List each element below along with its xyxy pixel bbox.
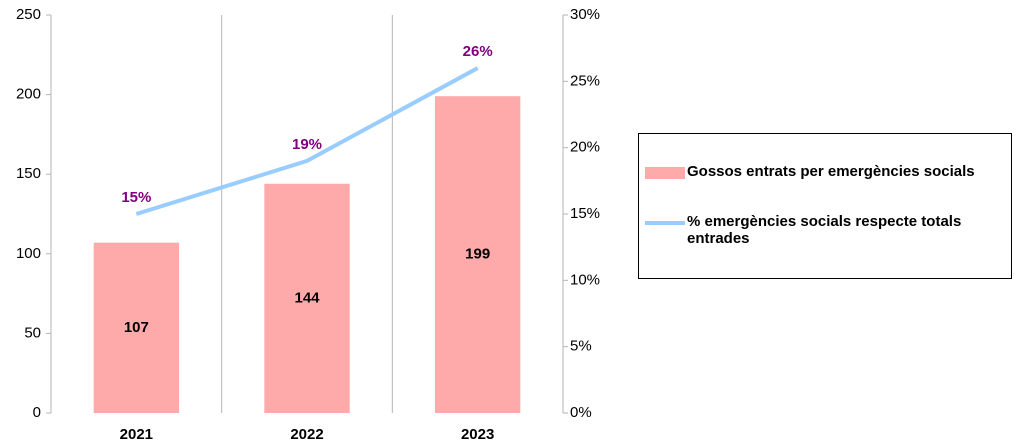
y2-tick-label: 0% xyxy=(570,404,592,421)
legend: Gossos entrats per emergències socials % … xyxy=(638,133,1012,279)
y2-tick-label: 30% xyxy=(570,6,600,23)
x-tick-label: 2022 xyxy=(290,426,323,443)
legend-label: Gossos entrats per emergències socials xyxy=(687,163,975,180)
line xyxy=(135,66,479,216)
y2-tick-label: 25% xyxy=(570,72,600,89)
bar-value-label: 107 xyxy=(124,319,149,336)
y-tick-label: 200 xyxy=(16,86,41,103)
bar xyxy=(435,96,521,413)
legend-swatch xyxy=(645,221,685,225)
legend-swatch xyxy=(645,167,685,179)
y2-tick-label: 15% xyxy=(570,205,600,222)
bar-value-label: 199 xyxy=(465,246,490,263)
bar xyxy=(264,183,350,413)
bar xyxy=(93,242,179,413)
legend-entry: % emergències socials respecte totals en… xyxy=(645,213,1014,247)
y-tick-label: 150 xyxy=(16,165,41,182)
line-value-label: 26% xyxy=(463,43,493,60)
x-tick-label: 2023 xyxy=(461,426,494,443)
y2-tick-label: 5% xyxy=(570,338,592,355)
line-value-label: 15% xyxy=(121,189,151,206)
y-tick-label: 0 xyxy=(33,404,41,421)
y-tick-label: 100 xyxy=(16,245,41,262)
legend-entry: Gossos entrats per emergències socials xyxy=(645,163,1014,180)
y-tick-label: 250 xyxy=(16,6,41,23)
bar-value-label: 144 xyxy=(294,289,320,306)
y2-tick-label: 10% xyxy=(570,271,600,288)
y2-tick-label: 20% xyxy=(570,139,600,156)
x-tick-label: 2021 xyxy=(120,426,153,443)
line-value-label: 19% xyxy=(292,136,322,153)
y-tick-label: 50 xyxy=(24,324,41,341)
legend-label: % emergències socials respecte totals en… xyxy=(687,213,962,247)
